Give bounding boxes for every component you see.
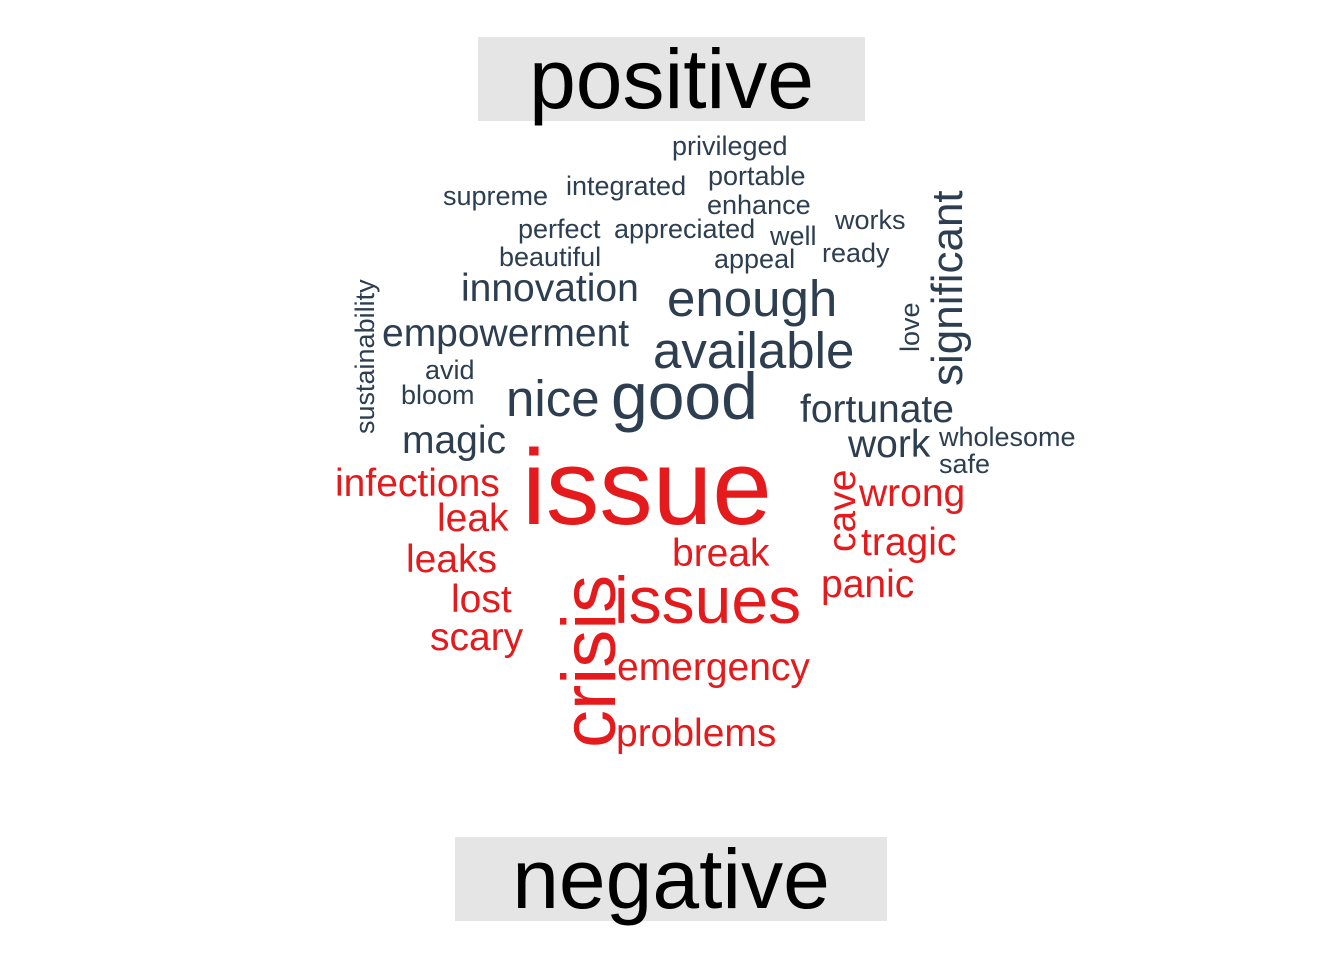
word-negative-problems: problems [616,712,777,755]
word-negative-panic: panic [821,563,915,606]
word-positive-well: well [770,221,817,251]
word-positive-avid: avid [425,355,475,385]
word-positive-love: love [895,302,925,352]
positive-group-label: positive [478,37,865,121]
word-negative-break: break [672,532,770,575]
word-positive-enough: enough [667,270,838,327]
word-positive-perfect: perfect [518,214,601,244]
word-positive-innovation: innovation [461,267,639,310]
word-positive-sustainability: sustainability [350,279,380,434]
word-positive-work: work [848,423,931,466]
word-negative-tragic: tragic [861,521,957,564]
word-positive-ready: ready [822,238,890,268]
word-positive-privileged: privileged [672,131,788,161]
word-negative-wrong: wrong [859,472,966,515]
word-positive-integrated: integrated [566,171,687,201]
word-positive-magic: magic [402,419,507,462]
word-positive-enhance: enhance [707,190,811,220]
word-negative-scary: scary [430,616,524,659]
word-negative-issue: issue [522,427,772,547]
word-positive-significant: significant [923,190,972,386]
word-positive-wholesome: wholesome [939,422,1076,452]
word-positive-safe: safe [939,449,991,479]
word-positive-good: good [611,359,758,433]
word-negative-leaks: leaks [406,538,498,581]
word-negative-emergency: emergency [617,646,810,689]
word-negative-cave: cave [821,469,864,552]
word-positive-nice: nice [506,370,600,427]
word-negative-infections: infections [335,462,500,505]
negative-group-label: negative [455,837,887,921]
word-positive-fortunate: fortunate [800,388,954,431]
word-positive-bloom: bloom [401,380,475,410]
word-negative-leak: leak [437,497,509,540]
word-negative-lost: lost [451,578,512,621]
word-positive-supreme: supreme [443,181,549,211]
word-positive-portable: portable [708,161,806,191]
word-positive-appreciated: appreciated [614,214,756,244]
word-positive-empowerment: empowerment [382,312,630,355]
word-positive-appeal: appeal [714,244,796,274]
word-negative-issues: issues [614,563,802,637]
word-positive-works: works [835,205,906,235]
word-positive-available: available [653,322,855,379]
word-positive-beautiful: beautiful [499,242,602,272]
